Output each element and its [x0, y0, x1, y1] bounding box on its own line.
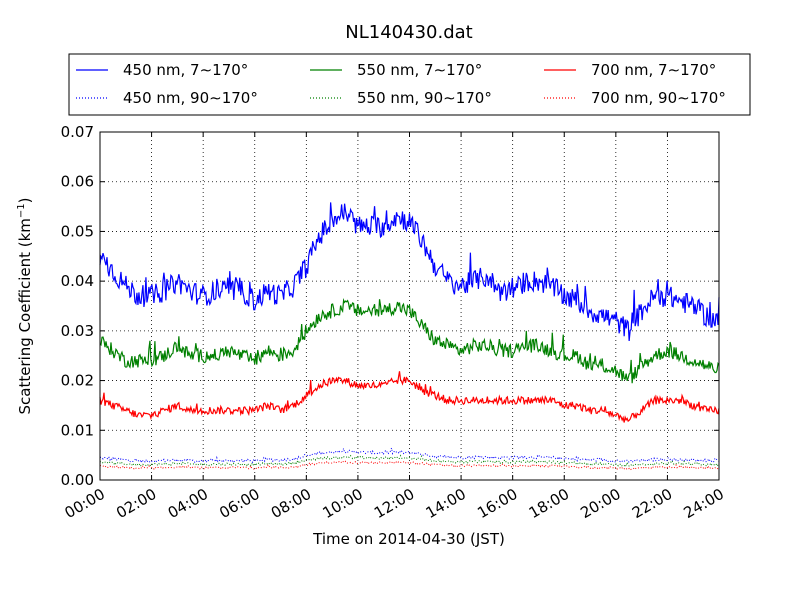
legend-label: 450 nm, 90∼170° [123, 89, 258, 107]
legend: 450 nm, 7∼170° 550 nm, 7∼170° 700 nm, 7∼17… [68, 53, 751, 116]
legend-label: 700 nm, 7∼170° [591, 61, 716, 79]
x-tick-label: 02:00 [113, 485, 159, 522]
series-line [99, 454, 720, 468]
y-axis-label: Scattering Coefficient (km−1) [16, 197, 34, 414]
y-tick-label: 0.02 [61, 372, 94, 390]
y-tick-label: 0.05 [61, 222, 94, 240]
series-line [99, 460, 720, 471]
legend-label: 550 nm, 90∼170° [357, 89, 492, 107]
y-axis-label-sup: −1 [16, 203, 27, 218]
series-line [99, 202, 720, 342]
legend-label: 700 nm, 90∼170° [591, 89, 726, 107]
y-tick-label: 0.04 [61, 272, 94, 290]
y-tick-label: 0.06 [61, 173, 94, 191]
x-tick-labels: 00:00 02:00 04:00 06:00 08:00 10:00 12:00 14:00… [62, 485, 727, 522]
x-tick-label: 24:00 [681, 485, 727, 522]
series-line [99, 371, 720, 423]
x-tick-label: 20:00 [577, 485, 623, 522]
x-tick-label: 22:00 [629, 485, 675, 522]
x-tick-label: 12:00 [371, 485, 417, 522]
y-tick-label: 0.00 [61, 471, 94, 489]
legend-label: 550 nm, 7∼170° [357, 61, 482, 79]
x-tick-label: 16:00 [474, 485, 520, 522]
x-tick-label: 18:00 [526, 485, 572, 522]
y-axis-label-close: ) [16, 197, 34, 203]
ticks [99, 131, 720, 481]
x-tick-label: 08:00 [268, 485, 314, 522]
y-axis-label-main: Scattering Coefficient (km [16, 218, 34, 414]
series-layer [99, 202, 720, 471]
x-tick-label: 06:00 [216, 485, 262, 522]
x-tick-label: 14:00 [423, 485, 469, 522]
legend-box [68, 53, 751, 116]
x-tick-label: 04:00 [165, 485, 211, 522]
legend-label: 450 nm, 7∼170° [123, 61, 248, 79]
y-tick-label: 0.01 [61, 421, 94, 439]
y-tick-label: 0.03 [61, 322, 94, 340]
x-axis-label: Time on 2014-04-30 (JST) [312, 530, 505, 548]
chart-title: NL140430.dat [345, 22, 472, 43]
y-tick-labels: 0.00 0.01 0.02 0.03 0.04 0.05 0.06 0.07 [61, 123, 94, 489]
series-line [99, 446, 720, 464]
y-tick-label: 0.07 [61, 123, 94, 141]
x-tick-label: 10:00 [319, 485, 365, 522]
x-tick-label: 00:00 [62, 485, 108, 522]
series-line [99, 298, 720, 384]
